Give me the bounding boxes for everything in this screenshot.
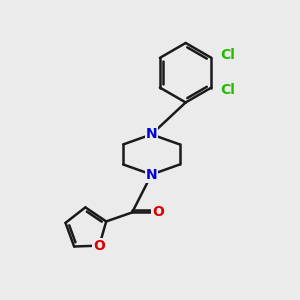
Text: N: N bbox=[146, 167, 157, 182]
Text: O: O bbox=[93, 238, 105, 253]
Text: N: N bbox=[146, 128, 157, 141]
Text: Cl: Cl bbox=[220, 83, 235, 97]
Text: Cl: Cl bbox=[220, 49, 235, 62]
Text: O: O bbox=[152, 206, 164, 219]
